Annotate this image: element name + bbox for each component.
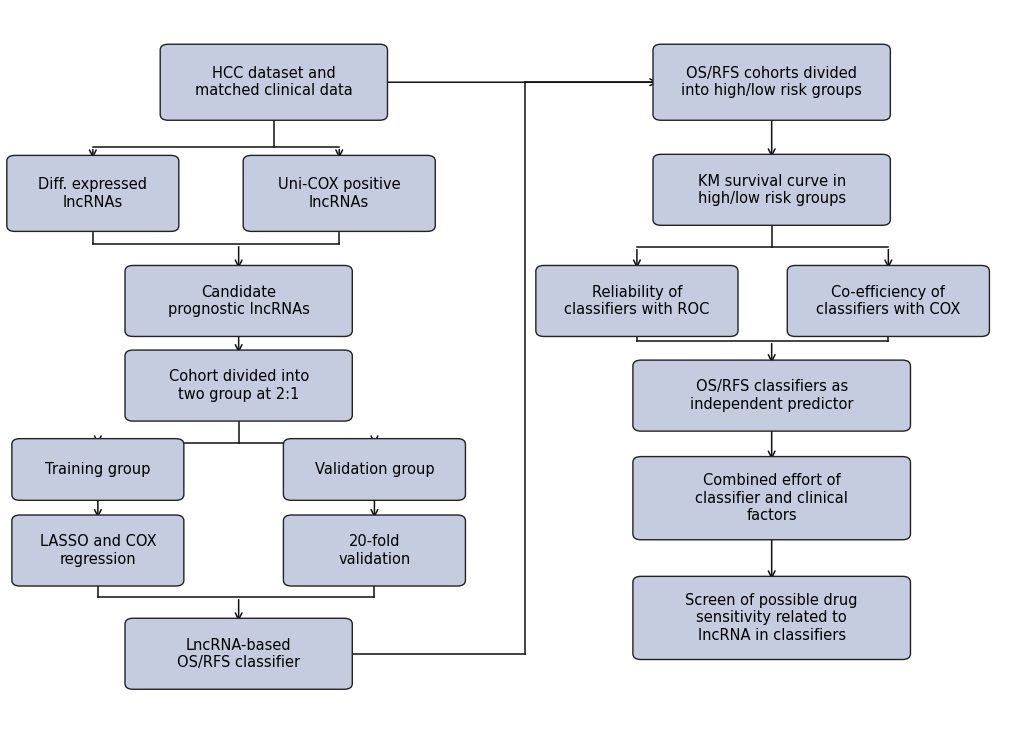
Text: LASSO and COX
regression: LASSO and COX regression	[40, 534, 156, 567]
Text: Screen of possible drug
sensitivity related to
lncRNA in classifiers: Screen of possible drug sensitivity rela…	[685, 593, 857, 643]
FancyBboxPatch shape	[125, 618, 352, 689]
FancyBboxPatch shape	[12, 439, 183, 500]
Text: OS/RFS classifiers as
independent predictor: OS/RFS classifiers as independent predic…	[689, 379, 853, 412]
FancyBboxPatch shape	[652, 45, 890, 120]
Text: Co-efficiency of
classifiers with COX: Co-efficiency of classifiers with COX	[815, 285, 960, 317]
FancyBboxPatch shape	[12, 515, 183, 586]
Text: Diff. expressed
lncRNAs: Diff. expressed lncRNAs	[39, 177, 147, 210]
FancyBboxPatch shape	[283, 439, 465, 500]
Text: HCC dataset and
matched clinical data: HCC dataset and matched clinical data	[195, 66, 353, 99]
Text: Uni-COX positive
lncRNAs: Uni-COX positive lncRNAs	[277, 177, 400, 210]
FancyBboxPatch shape	[652, 154, 890, 225]
Text: Candidate
prognostic lncRNAs: Candidate prognostic lncRNAs	[167, 285, 310, 317]
FancyBboxPatch shape	[632, 360, 910, 431]
FancyBboxPatch shape	[632, 457, 910, 539]
FancyBboxPatch shape	[125, 265, 352, 336]
Text: Combined effort of
classifier and clinical
factors: Combined effort of classifier and clinic…	[695, 473, 847, 523]
Text: KM survival curve in
high/low risk groups: KM survival curve in high/low risk group…	[697, 173, 845, 206]
Text: Validation group: Validation group	[314, 462, 434, 477]
FancyBboxPatch shape	[243, 156, 435, 232]
FancyBboxPatch shape	[125, 350, 352, 421]
Text: LncRNA-based
OS/RFS classifier: LncRNA-based OS/RFS classifier	[177, 637, 300, 670]
Text: OS/RFS cohorts divided
into high/low risk groups: OS/RFS cohorts divided into high/low ris…	[681, 66, 861, 99]
FancyBboxPatch shape	[535, 265, 738, 336]
Text: Reliability of
classifiers with ROC: Reliability of classifiers with ROC	[564, 285, 709, 317]
FancyBboxPatch shape	[160, 45, 387, 120]
Text: Training group: Training group	[45, 462, 151, 477]
FancyBboxPatch shape	[7, 156, 178, 232]
Text: Cohort divided into
two group at 2:1: Cohort divided into two group at 2:1	[168, 369, 309, 402]
FancyBboxPatch shape	[787, 265, 988, 336]
FancyBboxPatch shape	[632, 576, 910, 659]
FancyBboxPatch shape	[283, 515, 465, 586]
Text: 20-fold
validation: 20-fold validation	[338, 534, 411, 567]
